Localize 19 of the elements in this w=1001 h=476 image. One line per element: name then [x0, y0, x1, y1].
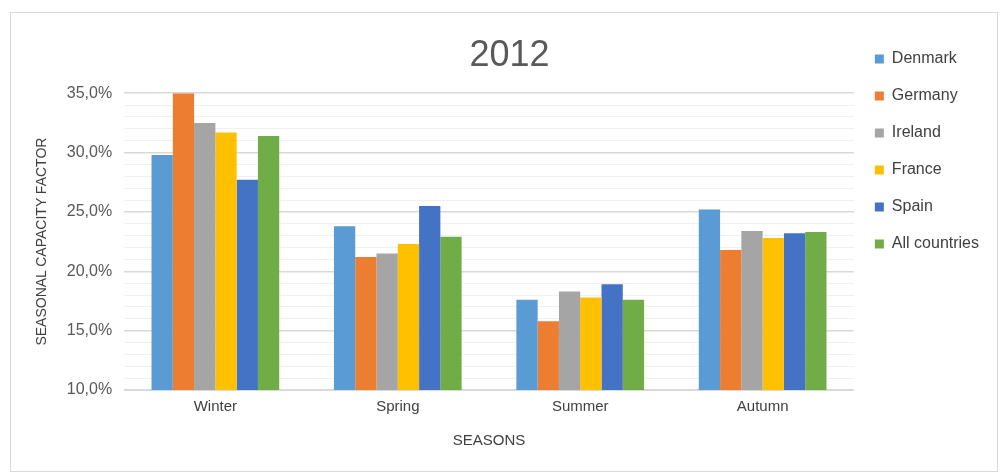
- chart-title: 2012: [469, 32, 550, 74]
- y-tick-label: 15,0%: [66, 321, 113, 339]
- y-tick-label: 35,0%: [66, 83, 113, 101]
- legend-label: France: [891, 160, 942, 178]
- y-tick-label: 30,0%: [66, 142, 113, 160]
- x-axis-title: SEASONS: [452, 431, 526, 449]
- legend-label: Denmark: [891, 49, 958, 67]
- legend-label: Spain: [891, 197, 933, 215]
- legend-label: Ireland: [891, 123, 941, 141]
- legend-label: All countries: [891, 234, 980, 252]
- legend-label: Germany: [891, 86, 958, 104]
- x-tick-label: Winter: [193, 397, 238, 415]
- x-tick-label: Spring: [376, 397, 420, 415]
- y-axis-title: SEASONAL CAPACITY FACTOR: [33, 137, 50, 346]
- x-tick-label: Autumn: [736, 397, 789, 415]
- x-tick-label: Summer: [551, 397, 609, 415]
- y-tick-label: 25,0%: [66, 202, 113, 220]
- y-tick-label: 20,0%: [66, 261, 113, 279]
- y-tick-label: 10,0%: [66, 380, 113, 398]
